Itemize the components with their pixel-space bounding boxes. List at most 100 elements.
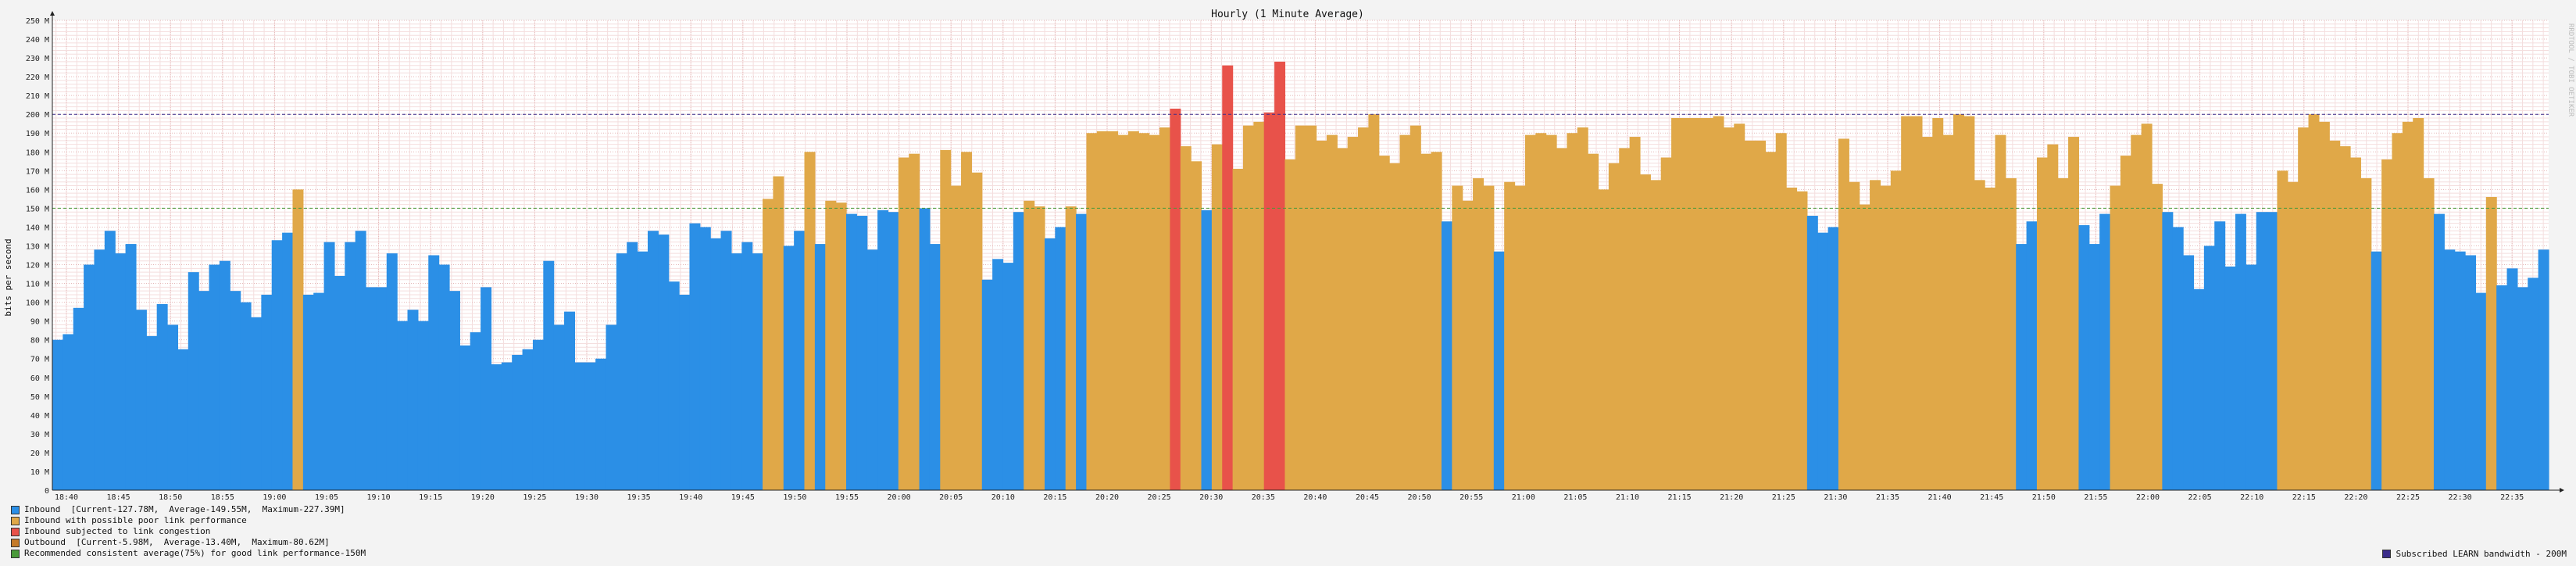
x-tick-label: 20:40 bbox=[1303, 493, 1327, 502]
inbound-bar bbox=[1347, 137, 1359, 491]
inbound-bar bbox=[2235, 213, 2246, 490]
x-tick-label: 22:10 bbox=[2240, 493, 2263, 502]
inbound-bar bbox=[1149, 134, 1160, 490]
inbound-bar bbox=[459, 345, 471, 490]
inbound-bar bbox=[1692, 118, 1703, 490]
inbound-bar bbox=[1619, 148, 1631, 490]
inbound-bar bbox=[417, 321, 429, 490]
inbound-bar bbox=[606, 324, 617, 490]
x-tick-label: 19:00 bbox=[263, 493, 286, 502]
inbound-bar bbox=[1222, 65, 1234, 490]
inbound-bar bbox=[1493, 251, 1505, 490]
inbound-bar bbox=[929, 244, 941, 490]
inbound-bar bbox=[1524, 134, 1536, 490]
inbound-bar bbox=[1713, 116, 1724, 490]
inbound-bar bbox=[1870, 180, 1881, 490]
inbound-bar bbox=[366, 287, 377, 490]
inbound-bar bbox=[1588, 153, 1599, 490]
congestion-swatch bbox=[11, 527, 20, 536]
inbound-bar bbox=[302, 294, 314, 490]
inbound-bar bbox=[2339, 146, 2351, 490]
inbound-bar bbox=[1880, 185, 1892, 491]
y-tick-label: 210 M bbox=[26, 92, 49, 101]
inbound-bar bbox=[2517, 287, 2528, 490]
inbound-bar bbox=[2005, 177, 2017, 490]
x-tick-label: 21:15 bbox=[1668, 493, 1692, 502]
inbound-bar bbox=[2318, 121, 2330, 490]
y-tick-label: 20 M bbox=[30, 450, 49, 458]
inbound-bar bbox=[94, 249, 105, 490]
inbound-bar bbox=[282, 232, 294, 490]
inbound-bar bbox=[1901, 116, 1913, 490]
inbound-bar bbox=[543, 260, 555, 490]
inbound-bar bbox=[2277, 170, 2288, 490]
y-tick-label: 120 M bbox=[26, 262, 49, 270]
inbound-bar bbox=[1065, 206, 1077, 490]
inbound-bar bbox=[1545, 134, 1557, 490]
inbound-bar bbox=[2413, 118, 2424, 490]
inbound-bar bbox=[981, 279, 993, 490]
inbound-bar bbox=[731, 253, 742, 490]
y-tick-label: 140 M bbox=[26, 224, 49, 232]
inbound-bar bbox=[1921, 137, 1933, 491]
x-tick-label: 19:55 bbox=[835, 493, 859, 502]
inbound-bar bbox=[177, 349, 189, 490]
inbound-bar bbox=[428, 255, 440, 490]
inbound-bar bbox=[1180, 146, 1192, 490]
legend-recommended: Recommended consistent average(75%) for … bbox=[11, 548, 366, 559]
inbound-bar bbox=[1096, 131, 1108, 490]
inbound-bar bbox=[188, 272, 199, 490]
inbound-bar bbox=[940, 149, 952, 490]
inbound-bar bbox=[1127, 131, 1139, 490]
inbound-bar bbox=[2454, 251, 2466, 490]
inbound-bar bbox=[992, 259, 1004, 490]
inbound-bar bbox=[1044, 238, 1056, 490]
x-tick-label: 22:25 bbox=[2396, 493, 2420, 502]
inbound-bar bbox=[1765, 152, 1777, 490]
y-tick-label: 80 M bbox=[30, 337, 49, 346]
inbound-bar bbox=[198, 291, 210, 490]
inbound-bar bbox=[574, 362, 586, 490]
inbound-bar bbox=[1263, 112, 1275, 491]
inbound-bar bbox=[501, 362, 513, 490]
inbound-bar bbox=[919, 208, 931, 490]
inbound-bar bbox=[1796, 191, 1808, 490]
inbound-bar bbox=[1849, 181, 1860, 491]
x-tick-label: 19:30 bbox=[575, 493, 598, 502]
inbound-bar bbox=[856, 216, 868, 490]
inbound-bar bbox=[1337, 148, 1349, 490]
inbound-bar bbox=[1473, 177, 1485, 490]
inbound-bar bbox=[271, 240, 283, 490]
inbound-bar bbox=[1211, 144, 1223, 490]
inbound-bar bbox=[1963, 116, 1975, 490]
x-tick-label: 20:00 bbox=[888, 493, 911, 502]
inbound-bar bbox=[491, 364, 502, 490]
legend-outbound-label: Outbound [Current-5.98M, Average-13.40M,… bbox=[24, 537, 330, 547]
y-axis-arrow bbox=[50, 11, 55, 16]
inbound-bar bbox=[763, 199, 774, 490]
inbound-bar bbox=[167, 324, 179, 490]
inbound-bar bbox=[1806, 216, 1818, 490]
inbound-bar bbox=[2224, 266, 2236, 490]
y-tick-label: 30 M bbox=[30, 431, 49, 439]
inbound-bar bbox=[1974, 180, 1985, 490]
inbound-bar bbox=[1399, 134, 1411, 490]
inbound-bar bbox=[595, 358, 607, 490]
inbound-bar bbox=[1326, 134, 1338, 490]
inbound-bar bbox=[438, 264, 450, 490]
x-tick-label: 20:50 bbox=[1408, 493, 1431, 502]
inbound-bar bbox=[1409, 125, 1421, 490]
inbound-bar bbox=[1911, 116, 1923, 490]
x-tick-label: 22:20 bbox=[2344, 493, 2367, 502]
y-tick-label: 60 M bbox=[30, 374, 49, 383]
x-tick-label: 21:40 bbox=[1928, 493, 1952, 502]
inbound-bar bbox=[2026, 221, 2038, 490]
inbound-bar bbox=[647, 231, 659, 490]
x-tick-label: 21:00 bbox=[1512, 493, 1535, 502]
x-tick-label: 22:00 bbox=[2136, 493, 2160, 502]
inbound-bar bbox=[2141, 124, 2153, 490]
x-tick-label: 21:35 bbox=[1876, 493, 1899, 502]
chart-axes: 0 10 M 20 M 30 M 40 M 50 M 60 M 70 M 80 M 90 M 100… bbox=[26, 11, 2564, 502]
chart-title: Hourly (1 Minute Average) bbox=[1211, 9, 1364, 20]
y-tick-label: 240 M bbox=[26, 36, 49, 45]
